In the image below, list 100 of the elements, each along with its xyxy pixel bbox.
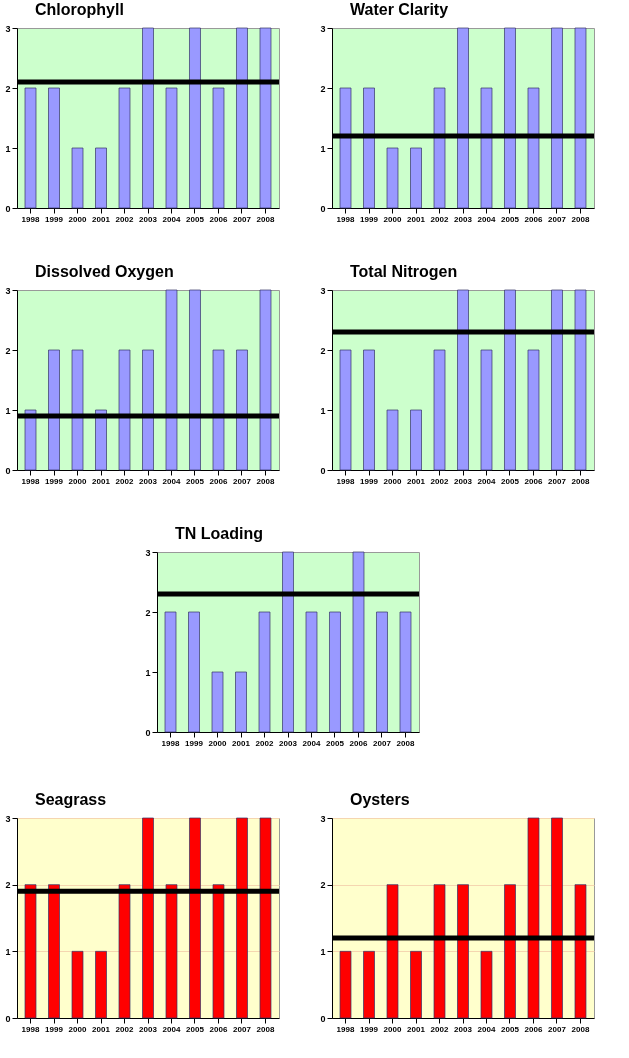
x-tick-label: 2005 bbox=[501, 1024, 520, 1034]
bar bbox=[118, 87, 131, 209]
bar bbox=[329, 611, 341, 733]
bar bbox=[95, 147, 107, 209]
bar bbox=[574, 27, 587, 209]
chart-title: Seagrass bbox=[34, 791, 107, 808]
x-tick-label: 2008 bbox=[256, 214, 275, 224]
bar bbox=[24, 884, 37, 1019]
chart-title: Oysters bbox=[349, 791, 410, 808]
x-tick-label: 2003 bbox=[454, 476, 473, 486]
x-tick-label: 2004 bbox=[162, 1024, 181, 1034]
bar bbox=[433, 884, 446, 1019]
x-tick-label: 2007 bbox=[233, 214, 252, 224]
bar bbox=[48, 884, 60, 1019]
x-tick-label: 2005 bbox=[186, 1024, 205, 1034]
x-tick-label: 2002 bbox=[430, 476, 449, 486]
bar bbox=[480, 950, 493, 1019]
x-tick-label: 2001 bbox=[407, 214, 426, 224]
bar bbox=[71, 349, 84, 471]
x-tick-label: 2001 bbox=[407, 476, 426, 486]
bar bbox=[339, 950, 352, 1019]
x-tick-label: 2002 bbox=[115, 214, 134, 224]
chart-title: Water Clarity bbox=[349, 1, 449, 18]
y-tick-label: 2 bbox=[320, 83, 326, 94]
x-tick-label: 1998 bbox=[21, 214, 40, 224]
x-tick-label: 2007 bbox=[548, 1024, 567, 1034]
bar bbox=[164, 611, 177, 733]
x-tick-label: 2000 bbox=[208, 738, 227, 748]
bar bbox=[142, 349, 154, 471]
x-tick-label: 2008 bbox=[256, 1024, 275, 1034]
bar bbox=[480, 349, 493, 471]
x-tick-label: 2005 bbox=[501, 476, 520, 486]
x-tick-label: 2004 bbox=[162, 476, 181, 486]
y-tick-label: 2 bbox=[320, 345, 326, 356]
bar bbox=[142, 817, 154, 1019]
bar bbox=[71, 147, 84, 209]
bar bbox=[551, 817, 563, 1019]
y-tick-label: 0 bbox=[320, 465, 326, 476]
x-tick-label: 2001 bbox=[92, 476, 111, 486]
y-tick-label: 1 bbox=[320, 143, 326, 154]
bar bbox=[527, 817, 540, 1019]
bar bbox=[457, 27, 469, 209]
x-tick-label: 1999 bbox=[360, 1024, 379, 1034]
bar bbox=[386, 409, 399, 471]
bar bbox=[480, 87, 493, 209]
x-tick-label: 2003 bbox=[454, 214, 473, 224]
y-tick-label: 0 bbox=[5, 1013, 11, 1024]
bar bbox=[95, 409, 107, 471]
bar bbox=[386, 884, 399, 1019]
x-tick-label: 2002 bbox=[430, 1024, 449, 1034]
bar bbox=[305, 611, 318, 733]
x-tick-label: 2002 bbox=[115, 476, 134, 486]
bar bbox=[574, 289, 587, 471]
bar bbox=[399, 611, 412, 733]
x-tick-label: 2000 bbox=[68, 214, 87, 224]
bar bbox=[71, 950, 84, 1019]
y-tick-label: 2 bbox=[320, 880, 326, 891]
x-tick-label: 2007 bbox=[373, 738, 392, 748]
y-tick-label: 1 bbox=[5, 143, 11, 154]
x-tick-label: 2004 bbox=[477, 476, 496, 486]
bar bbox=[410, 950, 422, 1019]
bar bbox=[433, 349, 446, 471]
bar bbox=[352, 551, 365, 733]
bar bbox=[457, 884, 469, 1019]
x-tick-label: 2008 bbox=[571, 476, 590, 486]
x-tick-label: 2003 bbox=[139, 214, 158, 224]
x-tick-label: 2007 bbox=[548, 476, 567, 486]
x-tick-label: 1998 bbox=[21, 476, 40, 486]
y-tick-label: 1 bbox=[145, 667, 151, 678]
x-tick-label: 2007 bbox=[233, 476, 252, 486]
bar bbox=[24, 409, 37, 471]
x-tick-label: 2005 bbox=[186, 476, 205, 486]
y-tick-label: 2 bbox=[5, 83, 11, 94]
x-tick-label: 2005 bbox=[501, 214, 520, 224]
bar bbox=[118, 884, 131, 1019]
bar bbox=[258, 611, 271, 733]
y-tick-label: 3 bbox=[320, 285, 326, 296]
bar bbox=[410, 409, 422, 471]
bar bbox=[259, 289, 272, 471]
x-tick-label: 2005 bbox=[326, 738, 345, 748]
x-tick-label: 2006 bbox=[209, 1024, 228, 1034]
x-tick-label: 2008 bbox=[571, 1024, 590, 1034]
y-tick-label: 1 bbox=[320, 405, 326, 416]
x-tick-label: 1999 bbox=[45, 1024, 64, 1034]
x-tick-label: 2006 bbox=[209, 476, 228, 486]
x-tick-label: 2006 bbox=[349, 738, 368, 748]
x-tick-label: 2002 bbox=[255, 738, 274, 748]
x-tick-label: 1998 bbox=[336, 1024, 355, 1034]
bar bbox=[165, 884, 178, 1019]
x-tick-label: 2001 bbox=[407, 1024, 426, 1034]
bar bbox=[504, 289, 516, 471]
chart-title: Total Nitrogen bbox=[349, 263, 458, 280]
x-tick-label: 1998 bbox=[21, 1024, 40, 1034]
bar bbox=[504, 884, 516, 1019]
x-tick-label: 2004 bbox=[162, 214, 181, 224]
x-tick-label: 2005 bbox=[186, 214, 205, 224]
y-tick-label: 3 bbox=[320, 23, 326, 34]
x-tick-label: 1999 bbox=[45, 476, 64, 486]
x-tick-label: 1999 bbox=[45, 214, 64, 224]
bar bbox=[48, 349, 60, 471]
